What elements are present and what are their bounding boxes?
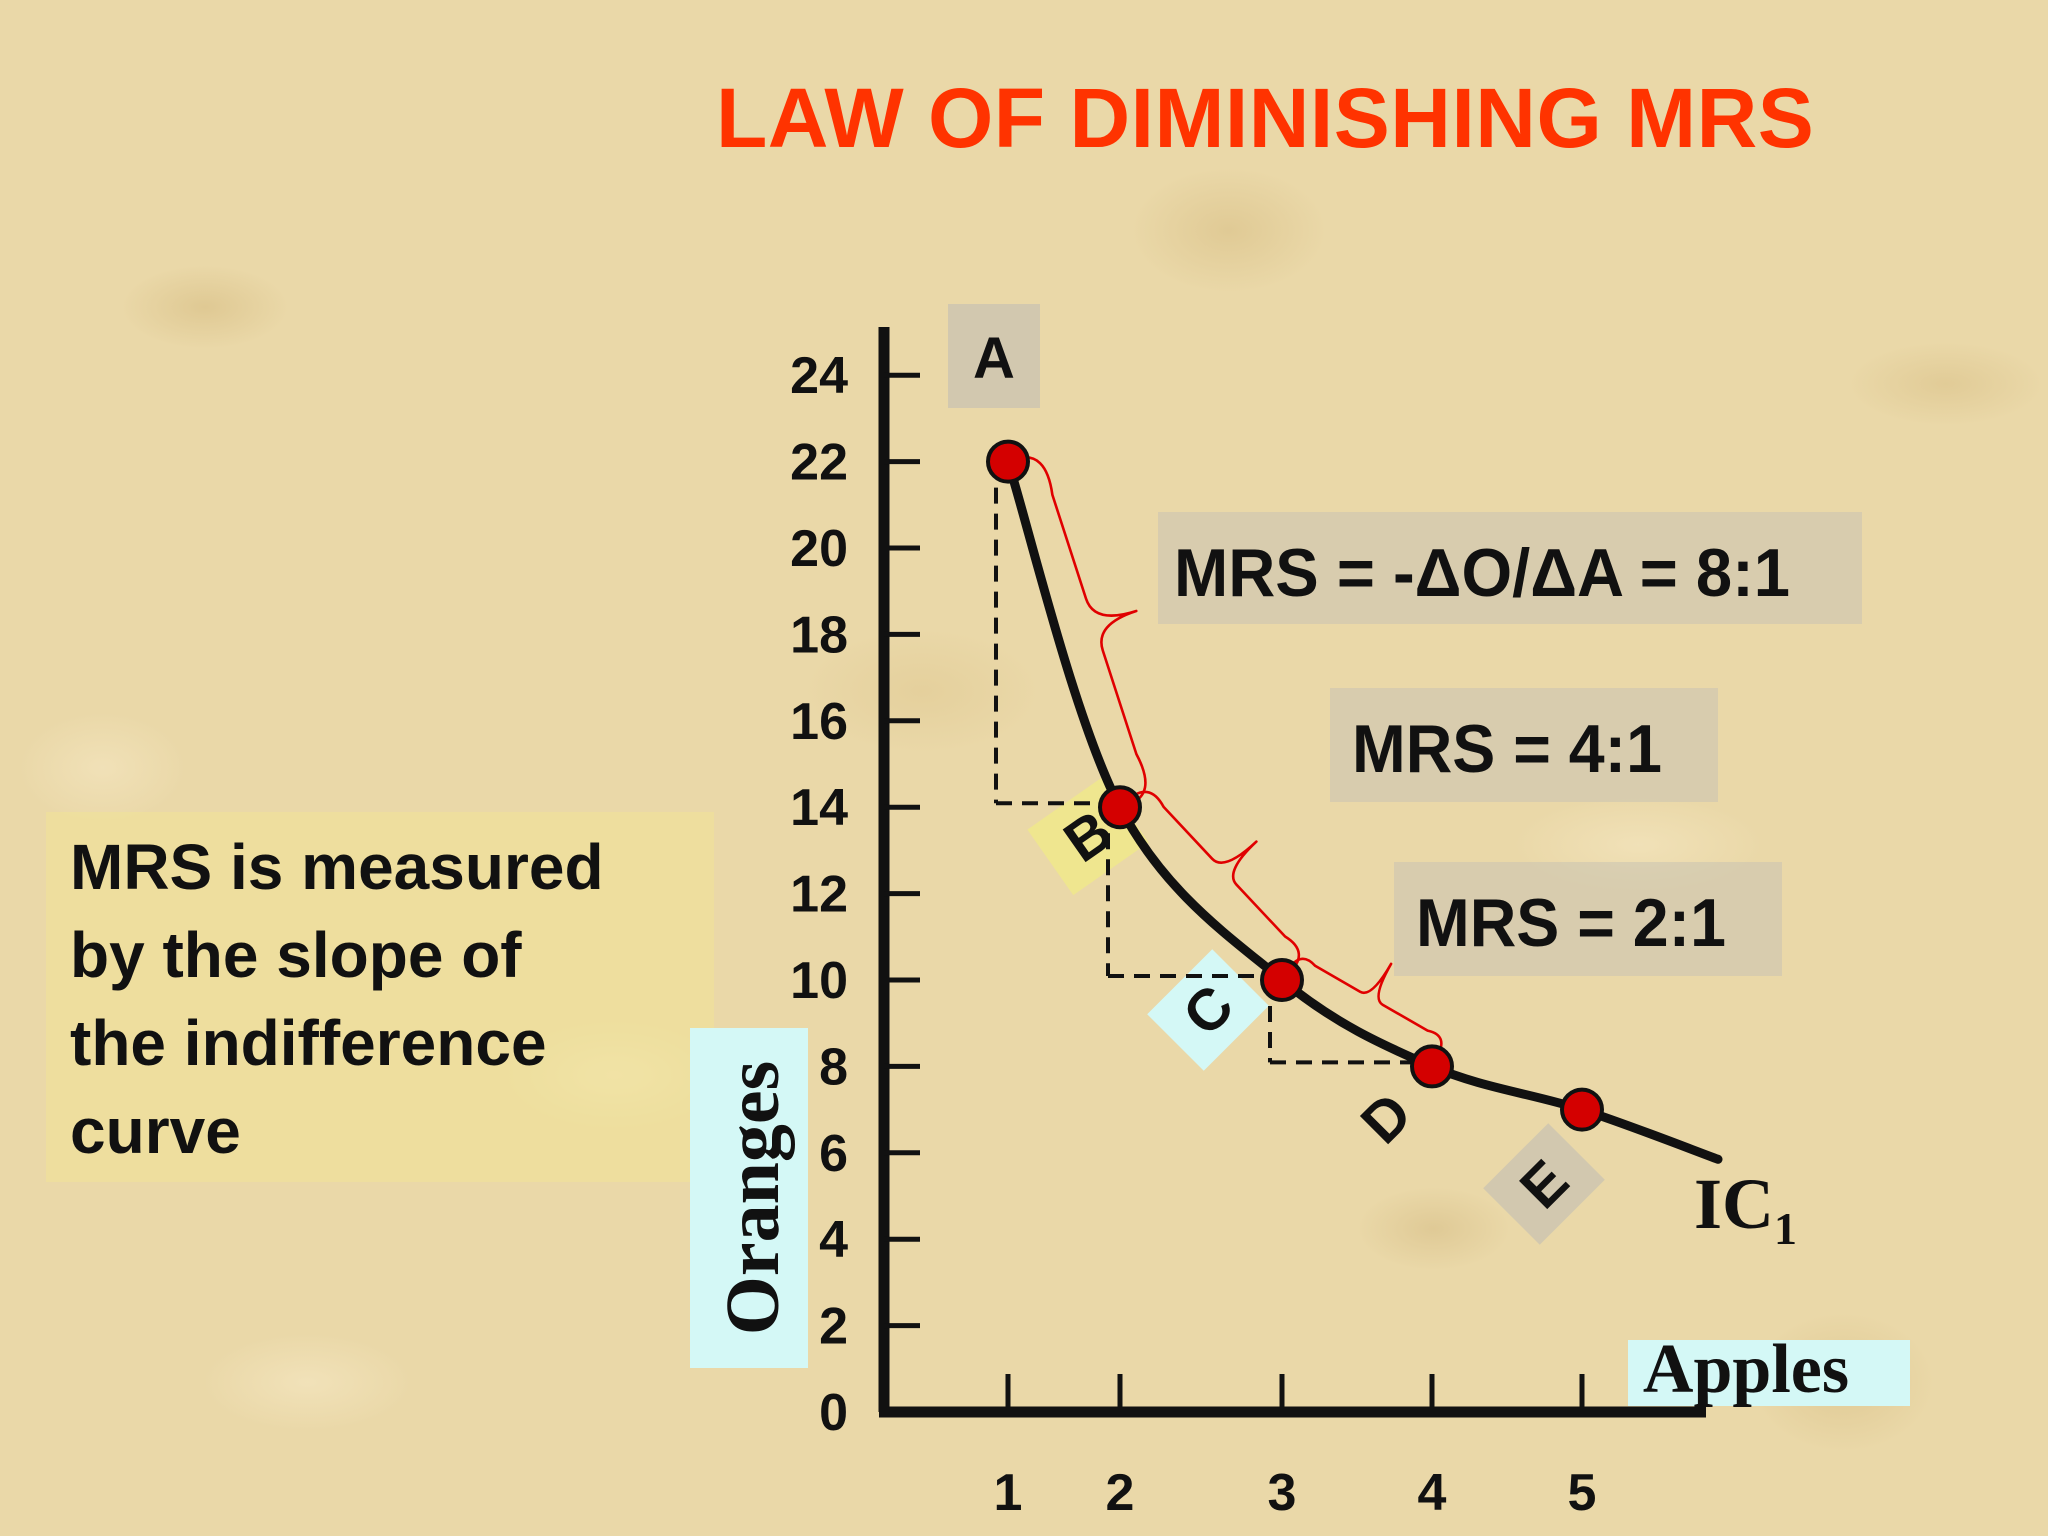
curve-label-subscript: 1: [1774, 1203, 1797, 1254]
mrs-8-label-bg: [1158, 512, 1862, 624]
x-tick-label: 3: [1268, 1464, 1297, 1522]
x-tick-label: 4: [1418, 1464, 1447, 1522]
note-box: MRS is measured by the slope of the indi…: [46, 812, 714, 1182]
x-tick-label: 2: [1106, 1464, 1135, 1522]
x-tick-label: 1: [994, 1464, 1023, 1522]
y-tick-label: 10: [790, 952, 848, 1010]
note-line: curve: [70, 1095, 241, 1167]
point-a: [986, 439, 1030, 484]
point-label-d: D: [1349, 1081, 1425, 1157]
point-d: [1410, 1044, 1454, 1089]
x-axis-title: Apples: [1643, 1331, 1849, 1408]
y-tick-label: 24: [790, 347, 848, 405]
note-line: the indifference: [70, 1007, 547, 1079]
y-tick-label: 0: [819, 1384, 848, 1442]
point-label-bg-a: [948, 304, 1040, 408]
x-tick-label: 5: [1568, 1464, 1597, 1522]
y-tick-label: 6: [819, 1125, 848, 1183]
brace-c-d: [1284, 957, 1443, 1061]
point-e: [1560, 1087, 1604, 1132]
y-tick-label: 22: [790, 434, 848, 492]
note-line: by the slope of: [70, 919, 522, 991]
mrs-2-label-bg: [1394, 862, 1782, 976]
mrs-label-c-d: MRS = 2:1: [1416, 885, 1726, 961]
y-tick-label: 16: [790, 693, 848, 751]
oranges-label-bg: [690, 1028, 808, 1368]
brace-b-c: [1124, 790, 1301, 976]
point-b: [1098, 785, 1142, 830]
y-tick-label: 2: [819, 1298, 848, 1356]
y-tick-label: 4: [819, 1211, 848, 1269]
note-line: MRS is measured: [70, 831, 604, 903]
y-tick-label: 12: [790, 866, 848, 924]
mrs-label-a-b: MRS = -ΔO/ΔA = 8:1: [1174, 535, 1790, 611]
curve-label-main: IC: [1694, 1164, 1774, 1244]
apples-label-bg: [1628, 1340, 1910, 1406]
y-axis-title: Oranges: [711, 1061, 795, 1335]
point-label-bg-c: [1147, 949, 1269, 1071]
point-label-bg-e: [1483, 1123, 1605, 1245]
point-c: [1260, 958, 1304, 1002]
point-label-a: A: [973, 326, 1015, 391]
slide-title: LAW OF DIMINISHING MRS: [716, 71, 1815, 165]
y-tick-label: 8: [819, 1038, 848, 1096]
mrs-4-label-bg: [1330, 688, 1718, 802]
curve-label-ic1: IC1: [1694, 1164, 1797, 1254]
y-tick-label: 14: [790, 779, 848, 837]
y-tick-label: 18: [790, 606, 848, 664]
y-tick-label: 20: [790, 520, 848, 578]
mrs-label-b-c: MRS = 4:1: [1352, 711, 1662, 787]
brace-a-b: [1015, 456, 1147, 806]
